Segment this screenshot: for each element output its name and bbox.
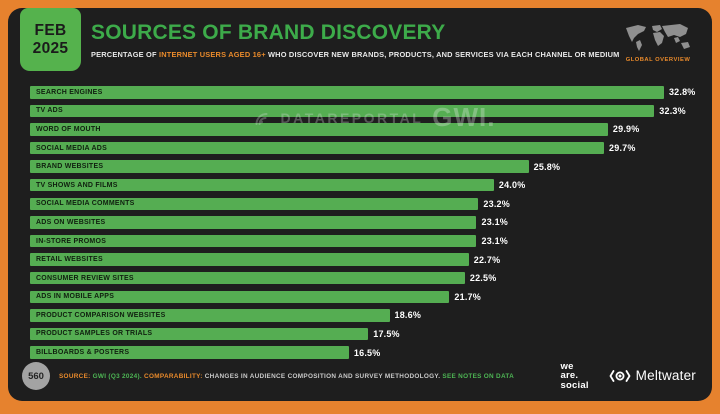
- bar-value-label: 22.5%: [469, 273, 497, 284]
- bar-row: IN-STORE PROMOS 23.1%: [30, 234, 700, 248]
- bar-value-label: 29.9%: [612, 124, 640, 135]
- bar-value-label: 23.2%: [483, 198, 510, 209]
- bar-row: ADS IN MOBILE APPS 21.7%: [30, 290, 700, 304]
- bar-value-label: 25.8%: [533, 161, 561, 172]
- bar-category-label: WORD OF MOUTH: [36, 125, 101, 133]
- bar: ADS ON WEBSITES: [30, 216, 477, 229]
- bar-category-label: RETAIL WEBSITES: [36, 256, 103, 264]
- bar-category-label: SEARCH ENGINES: [36, 88, 103, 96]
- bar-value-label: 17.5%: [373, 328, 400, 339]
- footer-logos: we are. social Meltwater: [560, 361, 696, 391]
- bar: BILLBOARDS & POSTERS: [30, 346, 349, 359]
- meltwater-logo: Meltwater: [609, 368, 696, 383]
- subtitle-highlight: INTERNET USERS AGED 16+: [158, 50, 266, 59]
- bar-category-label: TV SHOWS AND FILMS: [36, 181, 118, 189]
- bar-row: SOCIAL MEDIA ADS 29.7%: [30, 141, 700, 155]
- was-line-3: social: [560, 379, 589, 391]
- source-note: SOURCE: GWI (Q3 2024). COMPARABILITY: CH…: [59, 373, 514, 380]
- global-overview: GLOBAL OVERVIEW: [616, 22, 700, 63]
- bar-row: PRODUCT COMPARISON WEBSITES 18.6%: [30, 309, 700, 322]
- badge-month: FEB: [34, 21, 67, 39]
- was-line-2: are.: [560, 370, 579, 382]
- subtitle-prefix: PERCENTAGE OF: [91, 50, 159, 59]
- bar-category-label: PRODUCT COMPARISON WEBSITES: [36, 311, 166, 319]
- bar-category-label: CONSUMER REVIEW SITES: [36, 274, 134, 282]
- header: SOURCES OF BRAND DISCOVERY PERCENTAGE OF…: [91, 21, 619, 59]
- date-badge: FEB 2025: [20, 8, 81, 71]
- bar: SOCIAL MEDIA COMMENTS: [30, 197, 479, 211]
- bar: TV SHOWS AND FILMS: [30, 178, 494, 192]
- bar-value-label: 21.7%: [454, 291, 481, 302]
- bar-value-label: 18.6%: [394, 310, 422, 321]
- bar-value-label: 29.7%: [609, 143, 636, 154]
- world-map-icon: [626, 24, 690, 51]
- see-notes-link[interactable]: SEE NOTES ON DATA: [442, 372, 515, 380]
- comparability-text: CHANGES IN AUDIENCE COMPOSITION AND SURV…: [202, 372, 443, 380]
- bar-category-label: BILLBOARDS & POSTERS: [36, 349, 130, 357]
- bar-row: ADS ON WEBSITES 23.1%: [30, 216, 700, 229]
- bar-value-label: 16.5%: [353, 347, 381, 358]
- bar: TV ADS: [30, 104, 655, 118]
- bar-category-label: TV ADS: [36, 107, 63, 115]
- page-title: SOURCES OF BRAND DISCOVERY: [91, 21, 446, 44]
- comparability-label: COMPARABILITY:: [144, 372, 203, 380]
- bar-row: BILLBOARDS & POSTERS 16.5%: [30, 346, 700, 359]
- global-overview-label: GLOBAL OVERVIEW: [625, 57, 691, 63]
- meltwater-icon: [609, 370, 631, 382]
- infographic-panel: FEB 2025 SOURCES OF BRAND DISCOVERY PERC…: [8, 8, 712, 401]
- meltwater-label: Meltwater: [635, 368, 696, 384]
- bar-value-label: 22.7%: [473, 254, 501, 265]
- bar-chart: SEARCH ENGINES 32.8% TV ADS 32.3% WORD OF MO…: [30, 86, 700, 359]
- bar-category-label: SOCIAL MEDIA COMMENTS: [36, 200, 135, 208]
- bar-row: TV ADS 32.3%: [30, 104, 700, 118]
- bar-row: TV SHOWS AND FILMS 24.0%: [30, 178, 700, 192]
- bar-category-label: ADS IN MOBILE APPS: [36, 293, 115, 301]
- bar-row: RETAIL WEBSITES 22.7%: [30, 253, 700, 266]
- slide-number-badge: 560: [22, 362, 50, 390]
- bar-row: PRODUCT SAMPLES OR TRIALS 17.5%: [30, 327, 700, 341]
- we-are-social-logo: we are. social: [560, 361, 589, 391]
- subtitle-suffix: WHO DISCOVER NEW BRANDS, PRODUCTS, AND S…: [265, 50, 620, 59]
- bar-value-label: 23.1%: [481, 217, 509, 228]
- bar: IN-STORE PROMOS: [30, 234, 477, 248]
- bar-row: SEARCH ENGINES 32.8%: [30, 86, 700, 99]
- bar: ADS IN MOBILE APPS: [30, 290, 450, 304]
- bar: WORD OF MOUTH: [30, 123, 608, 136]
- badge-year: 2025: [32, 39, 69, 57]
- bar-value-label: 32.3%: [659, 105, 686, 116]
- bar: RETAIL WEBSITES: [30, 253, 469, 266]
- bar-value-label: 23.1%: [481, 236, 509, 246]
- bar: CONSUMER REVIEW SITES: [30, 271, 465, 285]
- bar-category-label: PRODUCT SAMPLES OR TRIALS: [36, 330, 153, 338]
- bar-row: CONSUMER REVIEW SITES 22.5%: [30, 271, 700, 285]
- footer: 560 SOURCE: GWI (Q3 2024). COMPARABILITY…: [22, 357, 696, 395]
- bar-row: SOCIAL MEDIA COMMENTS 23.2%: [30, 197, 700, 211]
- bar: SEARCH ENGINES: [30, 86, 664, 99]
- bar-category-label: BRAND WEBSITES: [36, 163, 104, 171]
- bar-row: WORD OF MOUTH 29.9%: [30, 123, 700, 136]
- bar: SOCIAL MEDIA ADS: [30, 141, 605, 155]
- bar: PRODUCT COMPARISON WEBSITES: [30, 309, 390, 322]
- bar-category-label: IN-STORE PROMOS: [36, 237, 107, 245]
- bar-category-label: ADS ON WEBSITES: [36, 218, 106, 226]
- was-line-1: we: [560, 361, 574, 373]
- bar: BRAND WEBSITES: [30, 160, 529, 173]
- source-label: SOURCE:: [59, 372, 91, 380]
- bar: PRODUCT SAMPLES OR TRIALS: [30, 327, 369, 341]
- bar-category-label: SOCIAL MEDIA ADS: [36, 144, 108, 152]
- bar-value-label: 24.0%: [498, 180, 526, 191]
- page-subtitle: PERCENTAGE OF INTERNET USERS AGED 16+ WH…: [91, 50, 619, 59]
- source-value: GWI (Q3 2024).: [90, 372, 145, 380]
- bar-value-label: 32.8%: [668, 87, 696, 98]
- bar-row: BRAND WEBSITES 25.8%: [30, 160, 700, 173]
